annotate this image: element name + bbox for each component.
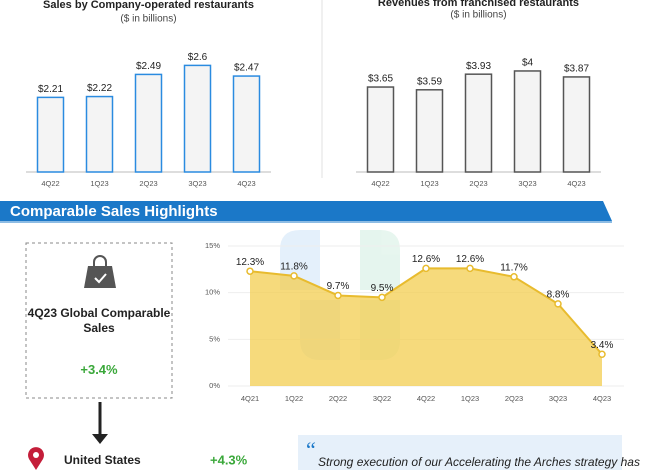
point bbox=[510, 273, 518, 281]
highlight-value: +3.4% bbox=[80, 362, 118, 377]
value-label: $3.65 bbox=[368, 74, 393, 85]
value-label: 12.6% bbox=[456, 254, 484, 265]
point bbox=[554, 300, 562, 308]
value-label: $3.87 bbox=[564, 64, 589, 75]
value-label: $2.6 bbox=[188, 52, 208, 63]
point bbox=[334, 291, 342, 300]
value-label: $2.47 bbox=[234, 63, 259, 74]
x-tick-label: 2Q23 bbox=[469, 179, 487, 188]
chart-subtitle: ($ in billions) bbox=[120, 14, 176, 25]
value-label: 11.8% bbox=[280, 262, 308, 273]
quote-mark: “ bbox=[306, 437, 316, 462]
x-tick-label: 1Q23 bbox=[90, 179, 108, 188]
value-label: 3.4% bbox=[591, 340, 614, 351]
region-value: +4.3% bbox=[210, 452, 248, 467]
bag-icon bbox=[84, 255, 116, 288]
bar bbox=[36, 96, 65, 173]
bar bbox=[134, 73, 163, 173]
region-label: United States bbox=[64, 453, 141, 467]
value-label: $2.21 bbox=[38, 84, 63, 95]
bar bbox=[415, 89, 444, 173]
section-banner bbox=[0, 201, 612, 221]
value-label: $4 bbox=[522, 58, 534, 69]
value-label: 9.7% bbox=[327, 281, 350, 292]
x-tick-label: 3Q23 bbox=[518, 179, 536, 188]
value-label: 8.8% bbox=[547, 290, 570, 301]
point bbox=[290, 272, 298, 280]
x-tick-label: 3Q23 bbox=[188, 179, 206, 188]
value-label: $2.49 bbox=[136, 61, 161, 72]
value-label: 12.3% bbox=[236, 257, 264, 268]
x-tick-label: 1Q22 bbox=[285, 394, 303, 403]
x-tick-label: 4Q22 bbox=[417, 394, 435, 403]
arrow-head bbox=[92, 434, 108, 444]
bar bbox=[464, 73, 493, 173]
point bbox=[378, 293, 386, 302]
highlight-label: 4Q23 Global Comparable Sales bbox=[27, 306, 171, 335]
x-tick-label: 2Q23 bbox=[139, 179, 157, 188]
value-label: $3.59 bbox=[417, 76, 442, 87]
value-label: $3.93 bbox=[466, 61, 491, 72]
x-tick-label: 4Q23 bbox=[237, 179, 255, 188]
x-tick-label: 4Q21 bbox=[241, 394, 259, 403]
bar bbox=[562, 76, 591, 173]
x-tick-label: 4Q22 bbox=[371, 179, 389, 188]
y-tick-label: 10% bbox=[205, 288, 220, 297]
bar bbox=[183, 64, 212, 173]
value-label: 11.7% bbox=[500, 262, 528, 273]
quote-text: Strong execution of our Accelerating the… bbox=[318, 455, 640, 469]
bar bbox=[513, 70, 542, 173]
chart-title: Sales by Company-operated restaurants bbox=[43, 0, 254, 11]
x-tick-label: 3Q23 bbox=[549, 394, 567, 403]
y-tick-label: 5% bbox=[209, 334, 220, 343]
highlight-box bbox=[25, 242, 173, 399]
chart-subtitle: ($ in billions) bbox=[450, 10, 506, 21]
point bbox=[246, 267, 254, 275]
chart-title: Revenues from franchised restaurants bbox=[378, 0, 579, 9]
x-tick-label: 2Q23 bbox=[505, 394, 523, 403]
x-tick-label: 4Q23 bbox=[593, 394, 611, 403]
bar bbox=[85, 95, 114, 173]
x-tick-label: 2Q22 bbox=[329, 394, 347, 403]
x-tick-label: 4Q23 bbox=[567, 179, 585, 188]
x-tick-label: 4Q22 bbox=[41, 179, 59, 188]
point bbox=[466, 264, 474, 273]
bar bbox=[366, 86, 395, 173]
quote-box bbox=[298, 435, 622, 470]
x-tick-label: 1Q23 bbox=[420, 179, 438, 188]
point bbox=[598, 350, 606, 359]
pin-icon bbox=[28, 447, 45, 470]
y-tick-label: 0% bbox=[209, 381, 220, 390]
point bbox=[422, 264, 430, 273]
area bbox=[250, 268, 602, 386]
y-tick-label: 15% bbox=[205, 241, 220, 250]
x-tick-label: 3Q22 bbox=[373, 394, 391, 403]
x-tick-label: 1Q23 bbox=[461, 394, 479, 403]
value-label: 12.6% bbox=[412, 254, 440, 265]
bar bbox=[232, 75, 261, 173]
value-label: 9.5% bbox=[371, 283, 394, 294]
section-title: Comparable Sales Highlights bbox=[10, 203, 218, 220]
value-label: $2.22 bbox=[87, 83, 112, 94]
